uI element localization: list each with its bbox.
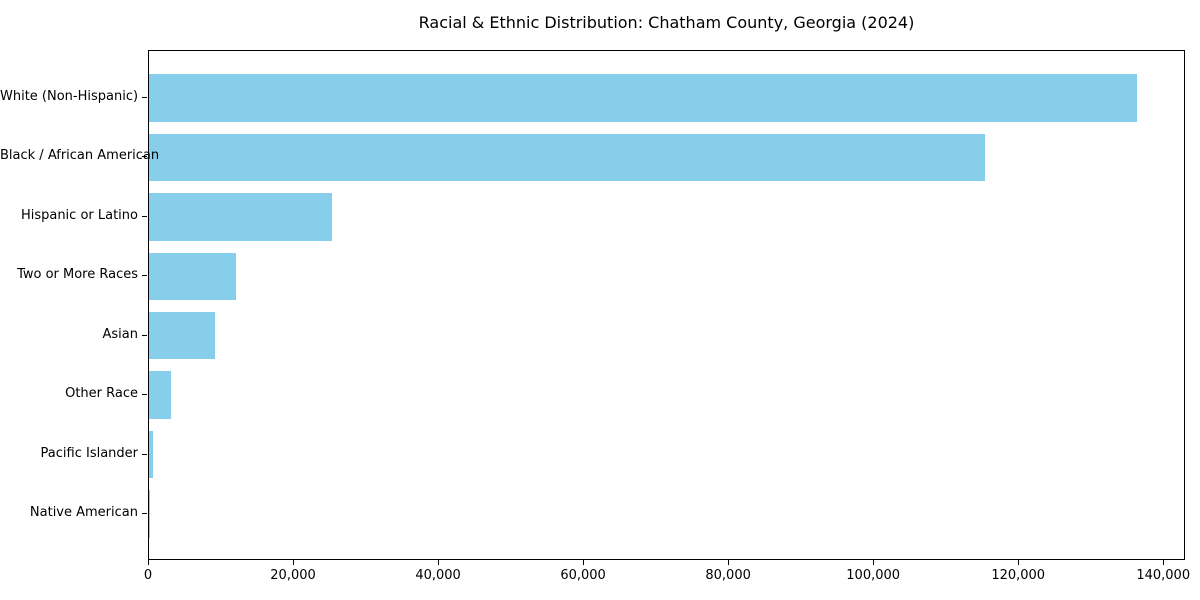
x-tick-mark <box>583 560 585 565</box>
y-tick-label-black-african-american: Black / African American <box>0 148 160 164</box>
bar-other-race <box>149 371 171 419</box>
bar-asian <box>149 311 215 360</box>
x-tick-mark <box>148 560 149 565</box>
y-tick-mark <box>142 334 147 336</box>
x-tick-label-140000: 140,000 <box>1136 568 1191 583</box>
x-tick-label-60000: 60,000 <box>560 568 606 583</box>
x-tick-label-40000: 40,000 <box>415 568 461 583</box>
chart-title: Racial & Ethnic Distribution: Chatham Co… <box>418 13 915 32</box>
x-tick-label-120000: 120,000 <box>991 568 1046 583</box>
bar-pacific-islander <box>149 430 153 479</box>
bar-native-american <box>149 490 151 538</box>
bar-black-african-american <box>149 133 986 182</box>
bar-white-non-hispanic <box>149 74 1137 122</box>
y-tick-mark <box>142 453 147 455</box>
y-tick-mark <box>142 96 147 98</box>
x-tick-mark <box>438 560 440 565</box>
y-tick-mark <box>142 275 147 277</box>
x-tick-mark <box>1018 560 1020 565</box>
y-tick-mark <box>142 156 147 158</box>
x-tick-mark <box>293 560 295 565</box>
y-tick-mark <box>142 394 147 396</box>
y-tick-label-white-non-hispanic: White (Non-Hispanic) <box>0 88 139 104</box>
y-tick-label-native-american: Native American <box>29 505 138 521</box>
x-tick-label-100000: 100,000 <box>846 568 901 583</box>
bar-hispanic-or-latino <box>149 193 332 241</box>
y-tick-label-hispanic-or-latino: Hispanic or Latino <box>20 207 138 223</box>
x-tick-mark <box>873 560 875 565</box>
x-tick-label-20000: 20,000 <box>270 568 316 583</box>
y-tick-label-other-race: Other Race <box>65 386 138 402</box>
y-tick-label-pacific-islander: Pacific Islander <box>40 445 138 461</box>
y-tick-mark <box>142 215 147 217</box>
x-tick-label-0: 0 <box>143 568 153 583</box>
x-tick-mark <box>728 560 730 565</box>
x-tick-mark <box>1163 560 1165 565</box>
bar-two-or-more-races <box>149 252 237 301</box>
plot-area <box>148 50 1185 560</box>
y-tick-label-asian: Asian <box>102 326 138 342</box>
y-tick-label-two-or-more-races: Two or More Races <box>17 267 138 283</box>
x-tick-label-80000: 80,000 <box>705 568 751 583</box>
y-tick-mark <box>142 513 147 515</box>
